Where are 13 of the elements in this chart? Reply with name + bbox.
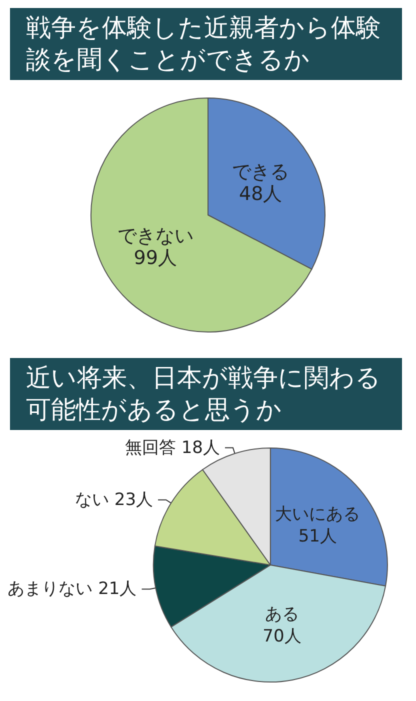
chart-title: 近い将来、日本が戦争に関わる可能性があると思うか <box>10 358 402 430</box>
slice-label: あまりない 21人 <box>8 579 137 600</box>
slice-label: 大いにある <box>275 504 360 525</box>
slice-label: できる <box>232 161 290 184</box>
data-label: 51人 <box>298 526 337 547</box>
data-label: 48人 <box>239 183 282 206</box>
slice-label: ある <box>264 604 299 624</box>
data-label: 99人 <box>134 246 177 269</box>
slice-label: できない <box>117 224 194 247</box>
chart-title: 戦争を体験した近親者から体験談を聞くことができるか <box>10 8 402 80</box>
slice-label: 無回答 18人 <box>124 438 220 458</box>
slice-label: ない 23人 <box>74 490 154 510</box>
data-label: 70人 <box>262 626 302 646</box>
